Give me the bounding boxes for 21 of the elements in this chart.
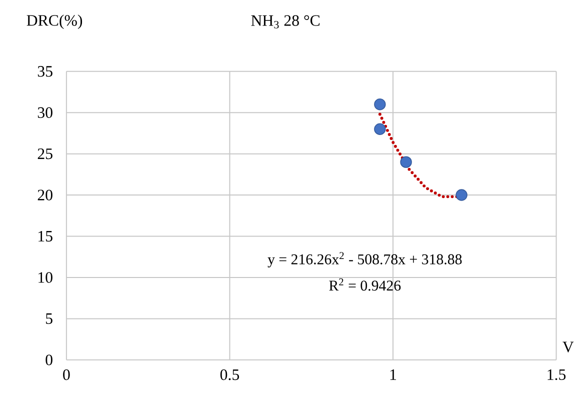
y-tick-label: 20 — [38, 189, 52, 200]
chart-title: NH$_{3}$ 28 °C — [251, 14, 320, 28]
x-tick-label: 1 — [390, 369, 396, 380]
x-tick-label: 1.5 — [548, 369, 566, 380]
point — [374, 98, 386, 110]
x-axis-title: V — [562, 341, 574, 352]
y-tick-label: 5 — [46, 313, 52, 324]
point — [374, 123, 386, 135]
y-tick-label: 25 — [38, 148, 52, 159]
y-tick-label: 0 — [46, 354, 52, 366]
x-tick-label: 0.5 — [220, 369, 240, 380]
point — [400, 156, 412, 168]
annotation: R$^{2}$ = 0.9426 — [329, 278, 401, 290]
annotation: y = 216.26x$^{2}$ - 508.78x + 318.88 — [268, 252, 462, 268]
y-tick-label: 35 — [38, 66, 52, 76]
y-tick-label: 15 — [38, 230, 52, 242]
y-tick-label: 30 — [38, 107, 52, 118]
y-tick-label: 10 — [38, 272, 52, 283]
y-axis-title: DRC(%) — [26, 14, 82, 29]
point — [456, 188, 468, 201]
x-tick-label: 0 — [63, 369, 70, 380]
